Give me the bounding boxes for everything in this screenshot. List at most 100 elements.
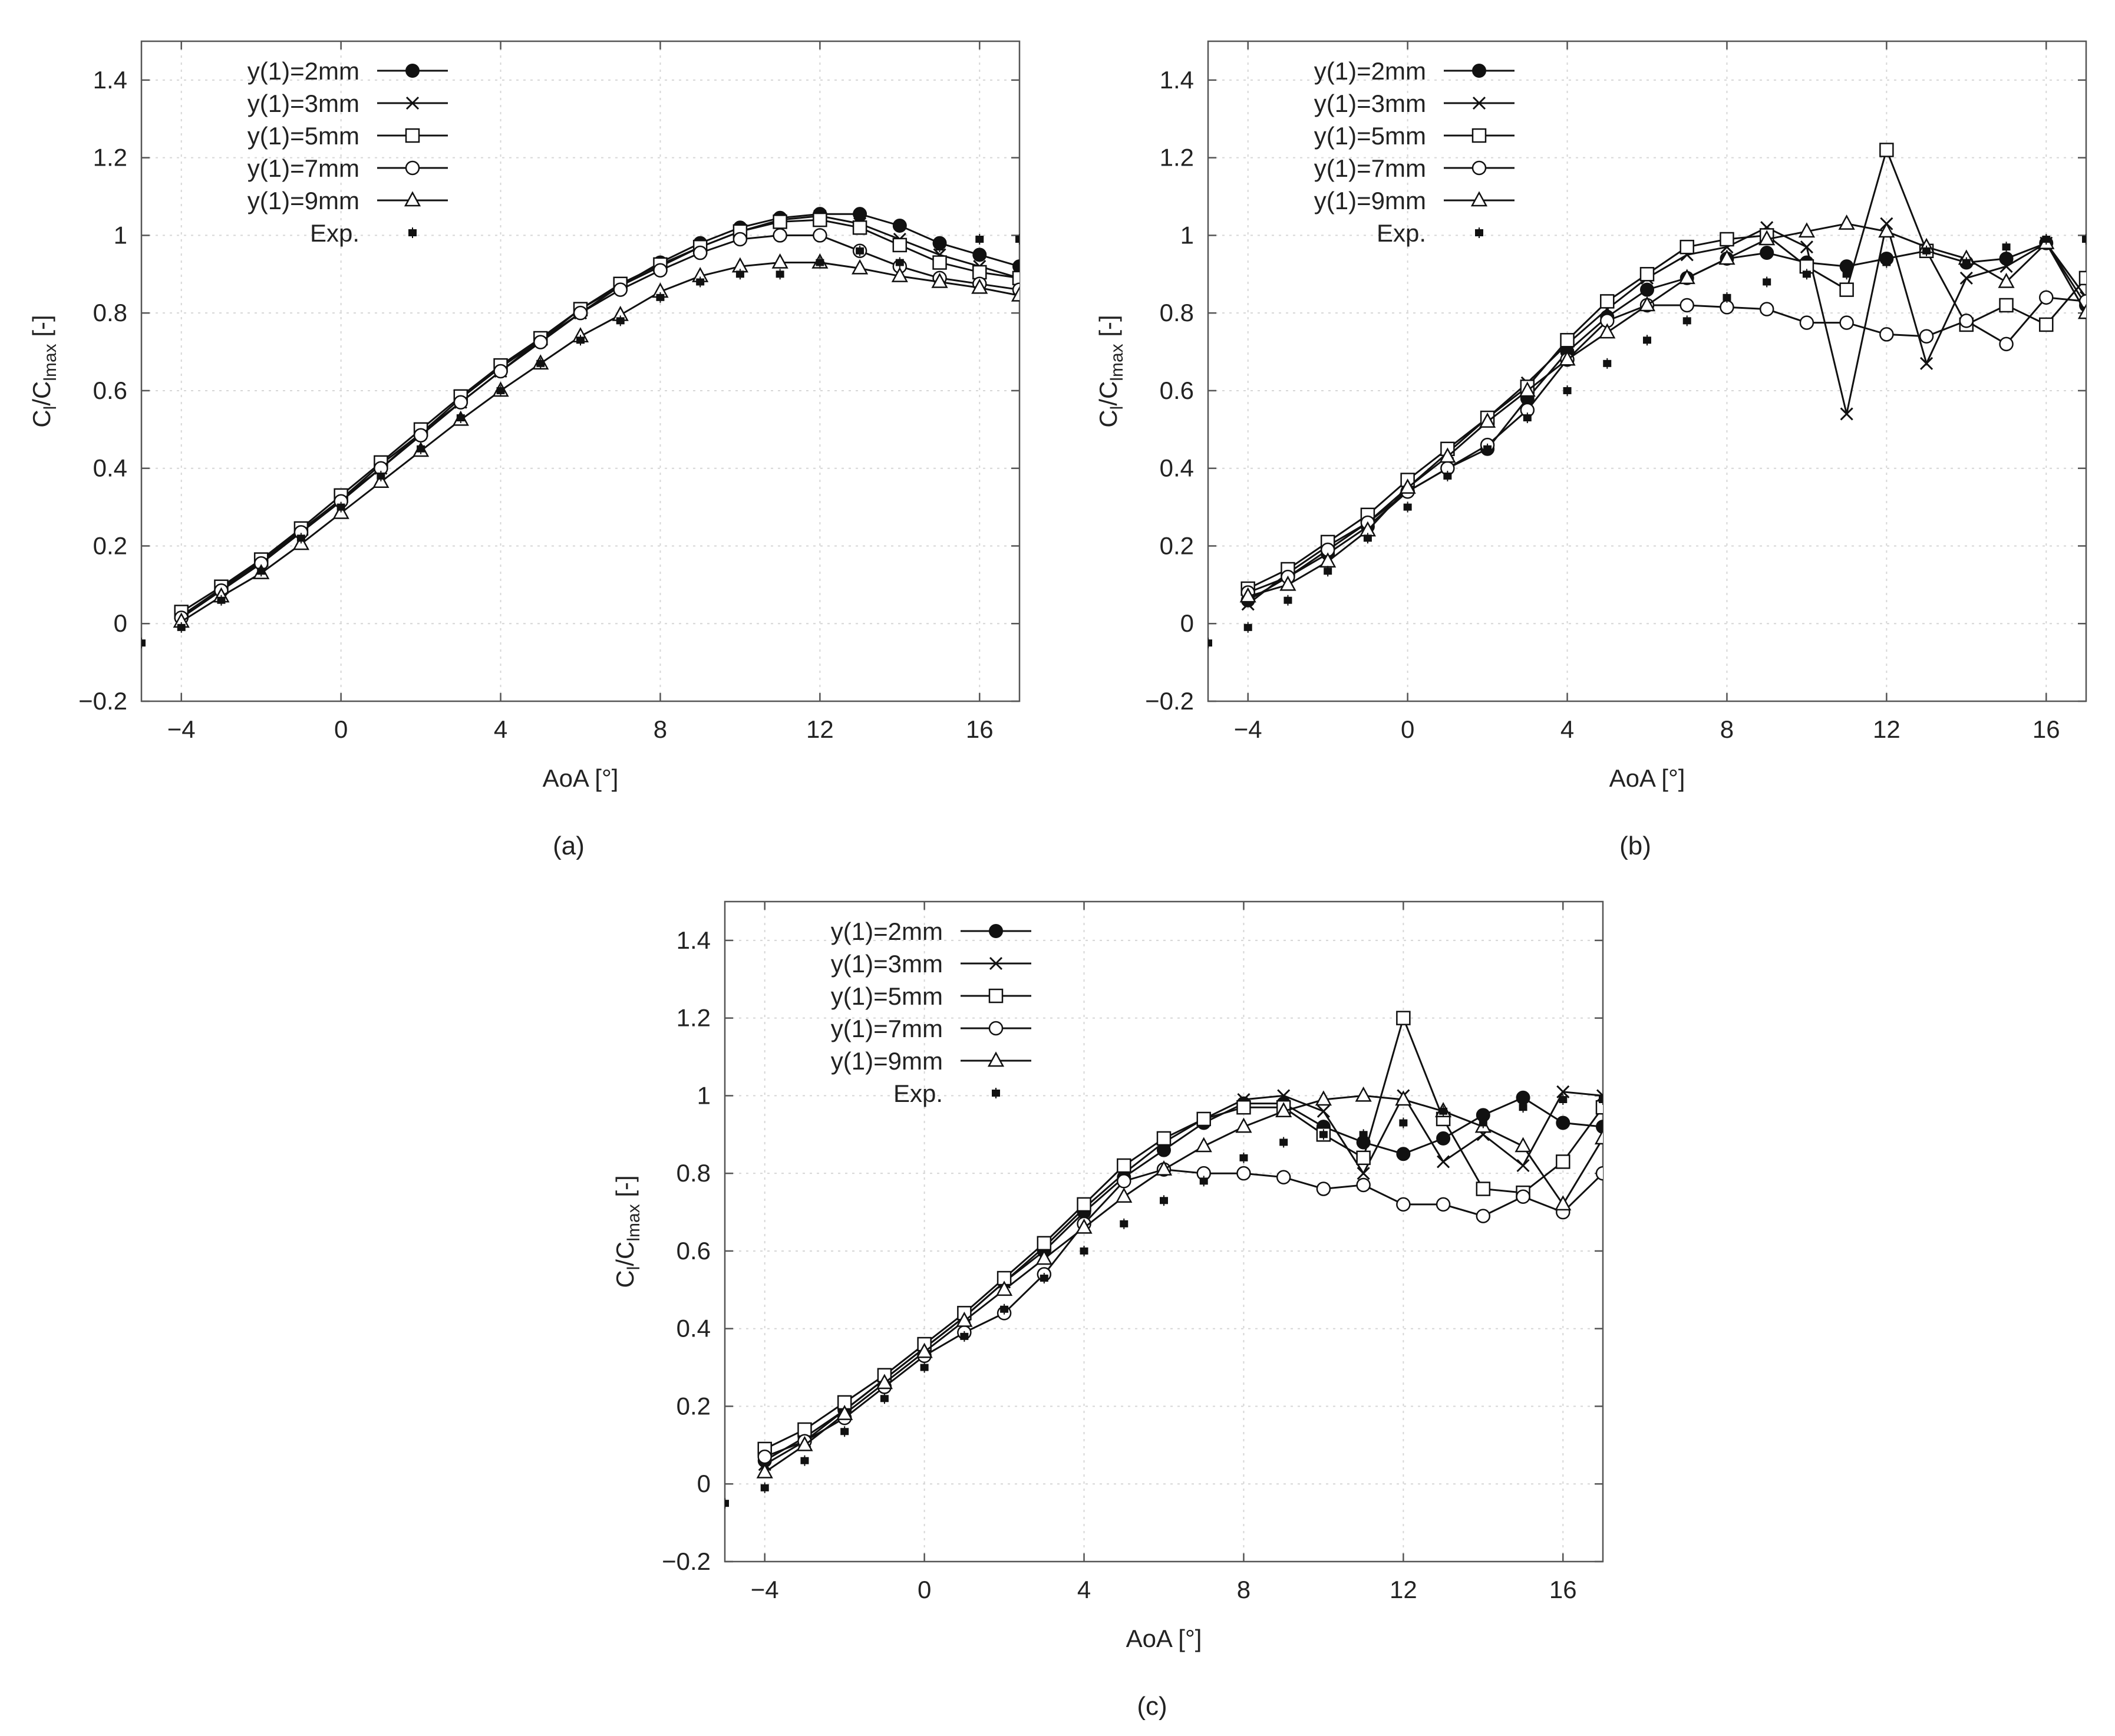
exp-square — [992, 1090, 1000, 1097]
series-y-1-9mm — [1239, 214, 2086, 603]
y-tick-label: 1 — [1180, 221, 1194, 249]
data-point — [1638, 296, 1656, 312]
data-point — [1800, 240, 1813, 254]
legend-label: y(1)=7mm — [1314, 154, 1426, 182]
y-tick-label: 1.4 — [93, 66, 127, 94]
x-tick-label: −4 — [167, 715, 196, 743]
data-point — [1120, 1218, 1129, 1229]
data-point — [956, 1311, 973, 1327]
data-point — [1640, 282, 1654, 297]
chart-panel-a: −4 0 4 8 12 16 −0.2 0 0.2 0.4 0.6 0.8 1 1.2 1.4 y(1)=2m… — [28, 40, 1021, 860]
exp-square — [408, 229, 417, 236]
y-axis-label: Cl/Clmax [-] — [28, 315, 60, 427]
data-point — [1356, 1177, 1371, 1193]
data-point — [1999, 298, 2014, 313]
series-line — [1247, 223, 2086, 605]
data-point — [1000, 1303, 1009, 1315]
data-point — [1443, 470, 1452, 481]
y-label-sub: lmax — [41, 344, 60, 381]
data-point — [1919, 329, 1934, 344]
data-point — [1556, 1085, 1570, 1098]
data-point — [1519, 381, 1536, 397]
data-point — [813, 228, 827, 243]
exp-square — [1603, 359, 1612, 367]
data-point — [1559, 350, 1576, 366]
data-point — [1998, 272, 2015, 288]
data-point — [377, 470, 385, 481]
data-point — [931, 272, 948, 288]
exp-square — [1922, 247, 1931, 255]
series-line — [180, 214, 1019, 617]
exp-square — [1882, 259, 1891, 266]
data-point — [1437, 1155, 1450, 1169]
exp-square — [1475, 229, 1483, 236]
data-point — [960, 1331, 969, 1342]
data-point — [653, 263, 668, 278]
series-y-1-3mm — [758, 1085, 1603, 1471]
y-tick-label: 0.2 — [1160, 532, 1194, 559]
data-point — [1012, 270, 1019, 286]
data-point — [1040, 1273, 1048, 1284]
y-label-part: [-] — [611, 1175, 639, 1204]
series-y-1-7mm — [757, 1162, 1603, 1464]
data-point — [1682, 315, 1691, 326]
exp-square — [1319, 1131, 1328, 1138]
legend-label: y(1)=2mm — [248, 57, 359, 85]
exp-square — [456, 414, 465, 422]
data-point — [1160, 1195, 1168, 1206]
exp-square — [1802, 270, 1811, 278]
exp-square — [920, 1364, 929, 1371]
y-label-part: C — [611, 1270, 639, 1288]
exp-square — [1199, 1177, 1208, 1185]
data-point — [1235, 1117, 1252, 1133]
legend-marker — [404, 191, 421, 207]
legend-label: y(1)=9mm — [1314, 187, 1426, 214]
data-point — [776, 269, 784, 280]
x-tick-label: −4 — [1234, 715, 1262, 743]
x-axis-label: AoA [°] — [543, 764, 619, 792]
data-point — [1436, 1197, 1451, 1212]
series-line — [180, 234, 1019, 619]
data-point — [773, 228, 787, 243]
data-point — [1802, 269, 1811, 280]
data-point — [2039, 317, 2054, 332]
exp-square — [1519, 1104, 1527, 1111]
legend-marker — [1470, 191, 1488, 207]
legend-marker — [1471, 128, 1487, 143]
data-point — [1396, 1147, 1411, 1161]
exp-square — [1523, 414, 1532, 422]
x-tick-label: 16 — [1549, 1576, 1577, 1603]
data-point — [1600, 294, 1615, 309]
data-point — [1399, 478, 1416, 494]
y-tick-label: 1.4 — [1160, 66, 1194, 94]
data-point — [733, 232, 748, 247]
legend-marker — [989, 924, 1003, 938]
y-tick-label: 0.4 — [1160, 454, 1194, 482]
data-point — [1643, 335, 1651, 346]
exp-square — [1208, 639, 1212, 647]
data-point — [1156, 1131, 1172, 1146]
data-point — [1882, 257, 1891, 268]
x-tick-label: 4 — [494, 715, 507, 743]
data-point — [1011, 286, 1019, 302]
data-point — [1555, 1195, 1572, 1211]
data-point — [2077, 303, 2086, 319]
exp-square — [2082, 236, 2086, 243]
data-point — [1595, 1100, 1603, 1115]
panel-caption: (b) — [1619, 831, 1651, 860]
exp-square — [336, 503, 345, 511]
series-line — [1248, 147, 2086, 590]
legend-marker — [1472, 64, 1486, 78]
data-point — [1037, 1236, 1052, 1251]
data-point — [417, 443, 425, 454]
exp-square — [1559, 1096, 1568, 1103]
data-point — [1922, 245, 1931, 256]
y-label-sub: lmax — [624, 1204, 644, 1241]
exp-square — [2002, 243, 2011, 251]
series-y-1-9mm — [173, 253, 1019, 628]
exp-square — [1643, 336, 1651, 344]
y-label-sub: l — [41, 406, 60, 410]
data-point — [1117, 1158, 1131, 1173]
series-exp- — [1208, 234, 2086, 649]
series-line — [764, 1094, 1603, 1473]
